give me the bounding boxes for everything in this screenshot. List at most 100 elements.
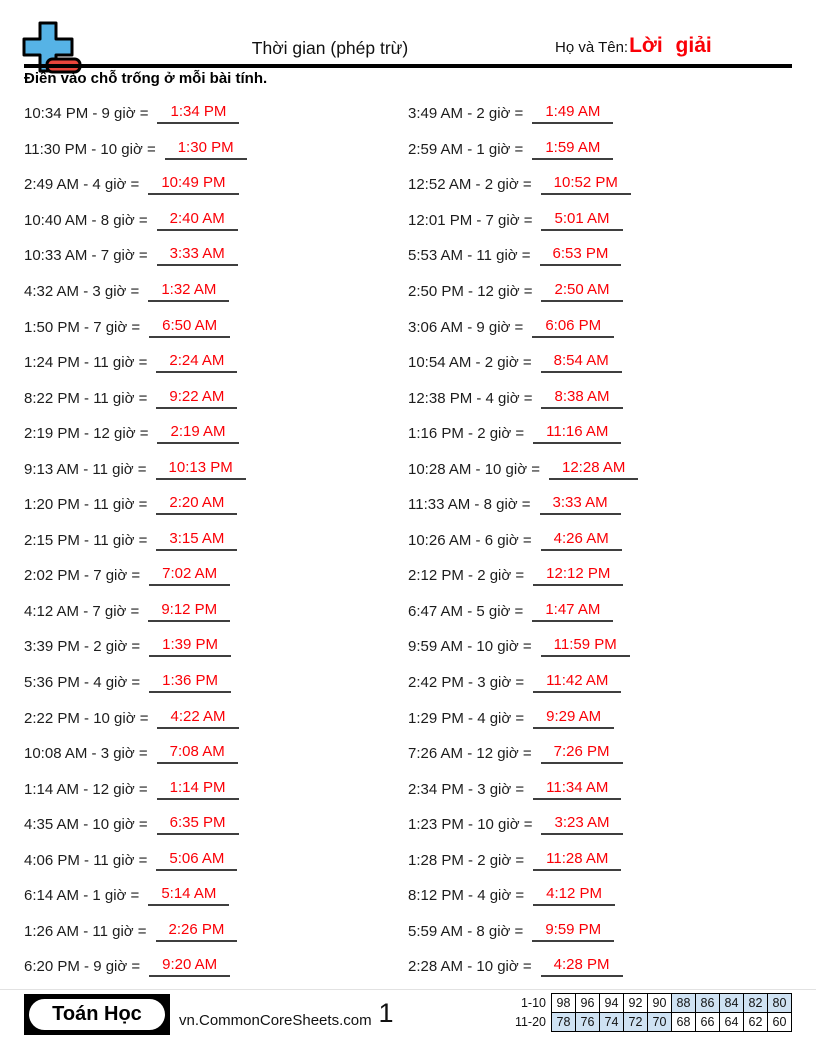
- problem-row: 5:53 AM - 11 giờ = 6:53 PM: [408, 238, 792, 274]
- problem-row: 12:52 AM - 2 giờ = 10:52 PM: [408, 167, 792, 203]
- problem-row: 2:42 PM - 3 giờ = 11:42 AM: [408, 665, 792, 701]
- answer-text: 3:23 AM: [541, 814, 623, 836]
- answer-text: 6:53 PM: [539, 245, 622, 267]
- subject-badge: Toán Học: [24, 994, 170, 1035]
- problem-text: 8:22 PM - 11 giờ =: [24, 389, 148, 407]
- problem-row: 1:14 AM - 12 giờ = 1:14 PM: [24, 771, 396, 807]
- answer-text: 1:34 PM: [157, 103, 240, 125]
- problem-row: 8:22 PM - 11 giờ = 9:22 AM: [24, 380, 396, 416]
- problem-row: 1:16 PM - 2 giờ = 11:16 AM: [408, 416, 792, 452]
- problem-text: 2:12 PM - 2 giờ =: [408, 567, 525, 585]
- problem-text: 3:39 PM - 2 giờ =: [24, 638, 141, 656]
- score-cell: 70: [647, 1012, 672, 1032]
- problem-row: 10:54 AM - 2 giờ = 8:54 AM: [408, 345, 792, 381]
- problem-text: 11:33 AM - 8 giờ =: [408, 496, 531, 514]
- problem-text: 11:30 PM - 10 giờ =: [24, 140, 156, 158]
- problem-row: 11:33 AM - 8 giờ = 3:33 AM: [408, 487, 792, 523]
- problem-text: 10:34 PM - 9 giờ =: [24, 105, 149, 123]
- problem-row: 2:50 PM - 12 giờ = 2:50 AM: [408, 274, 792, 310]
- problem-text: 2:02 PM - 7 giờ =: [24, 567, 141, 585]
- answer-text: 1:39 PM: [149, 636, 232, 658]
- problem-row: 5:59 AM - 8 giờ = 9:59 PM: [408, 914, 792, 950]
- problem-text: 10:26 AM - 6 giờ =: [408, 531, 532, 549]
- answer-text: 11:28 AM: [533, 850, 622, 871]
- answer-text: 9:12 PM: [148, 601, 231, 622]
- answer-text: 7:26 PM: [540, 743, 623, 765]
- answer-text: 5:01 AM: [541, 210, 623, 231]
- problem-row: 4:32 AM - 3 giờ = 1:32 AM: [24, 274, 396, 310]
- answer-text: 10:13 PM: [155, 459, 246, 480]
- score-cell: 72: [623, 1012, 648, 1032]
- answer-text: 3:33 AM: [539, 494, 621, 516]
- problem-row: 5:36 PM - 4 giờ = 1:36 PM: [24, 665, 396, 701]
- problem-text: 3:06 AM - 9 giờ =: [408, 318, 524, 336]
- score-cell: 78: [551, 1012, 576, 1032]
- answer-text: 2:20 AM: [156, 494, 238, 516]
- answer-text: 11:16 AM: [533, 423, 622, 445]
- problem-text: 1:26 AM - 11 giờ =: [24, 922, 147, 940]
- answer-text: 4:22 AM: [157, 708, 239, 729]
- problem-text: 2:59 AM - 1 giờ =: [408, 140, 524, 158]
- problem-row: 2:12 PM - 2 giờ = 12:12 PM: [408, 558, 792, 594]
- answer-text: 6:35 PM: [156, 814, 239, 836]
- problem-text: 4:35 AM - 10 giờ =: [24, 816, 148, 834]
- score-cell: 84: [719, 993, 744, 1013]
- problem-row: 9:59 AM - 10 giờ = 11:59 PM: [408, 629, 792, 665]
- problem-row: 1:24 PM - 11 giờ = 2:24 AM: [24, 345, 396, 381]
- problem-row: 1:20 PM - 11 giờ = 2:20 AM: [24, 487, 396, 523]
- problem-row: 4:35 AM - 10 giờ = 6:35 PM: [24, 807, 396, 843]
- answer-text: 11:34 AM: [533, 779, 622, 800]
- answer-text: 8:54 AM: [540, 352, 622, 374]
- problem-text: 3:49 AM - 2 giờ =: [408, 105, 524, 123]
- footer-separator: [0, 989, 816, 990]
- problem-row: 10:08 AM - 3 giờ = 7:08 AM: [24, 736, 396, 772]
- problem-text: 1:20 PM - 11 giờ =: [24, 496, 148, 514]
- problem-row: 2:02 PM - 7 giờ = 7:02 AM: [24, 558, 396, 594]
- problem-text: 1:28 PM - 2 giờ =: [408, 851, 525, 869]
- answer-text: 9:20 AM: [149, 956, 231, 978]
- answer-text: 4:28 PM: [540, 956, 623, 978]
- score-cell: 64: [719, 1012, 744, 1032]
- problem-row: 11:30 PM - 10 giờ = 1:30 PM: [24, 132, 396, 168]
- problem-text: 9:13 AM - 11 giờ =: [24, 460, 147, 478]
- problem-row: 1:23 PM - 10 giờ = 3:23 AM: [408, 807, 792, 843]
- subject-badge-label: Toán Học: [52, 1003, 142, 1025]
- problem-row: 2:34 PM - 3 giờ = 11:34 AM: [408, 771, 792, 807]
- problem-text: 2:50 PM - 12 giờ =: [408, 283, 533, 300]
- answer-text: 12:28 AM: [549, 459, 639, 480]
- site-url: vn.CommonCoreSheets.com: [179, 1012, 372, 1029]
- problem-row: 10:28 AM - 10 giờ = 12:28 AM: [408, 451, 792, 487]
- problem-text: 4:12 AM - 7 giờ =: [24, 602, 140, 620]
- problem-text: 10:40 AM - 8 giờ =: [24, 211, 148, 229]
- problem-row: 1:26 AM - 11 giờ = 2:26 PM: [24, 914, 396, 950]
- answer-text: 10:52 PM: [540, 174, 631, 196]
- score-cell: 98: [551, 993, 576, 1013]
- problem-text: 2:15 PM - 11 giờ =: [24, 531, 148, 549]
- subject-badge-pill: Toán Học: [29, 999, 165, 1030]
- problem-row: 12:38 PM - 4 giờ = 8:38 AM: [408, 380, 792, 416]
- answer-text: 1:49 AM: [532, 103, 614, 125]
- problem-row: 1:29 PM - 4 giờ = 9:29 AM: [408, 700, 792, 736]
- problem-row: 1:50 PM - 7 giờ = 6:50 AM: [24, 309, 396, 345]
- problem-text: 1:50 PM - 7 giờ =: [24, 318, 141, 336]
- score-row-label: 11-20: [514, 1015, 546, 1029]
- name-block: Họ và Tên: Lời giải: [555, 34, 712, 58]
- answer-text: 1:30 PM: [164, 139, 247, 160]
- problem-row: 8:12 PM - 4 giờ = 4:12 PM: [408, 878, 792, 914]
- problem-text: 4:32 AM - 3 giờ =: [24, 283, 140, 300]
- problem-text: 1:14 AM - 12 giờ =: [24, 780, 148, 798]
- problem-text: 5:59 AM - 8 giờ =: [408, 922, 524, 940]
- problem-text: 1:23 PM - 10 giờ =: [408, 816, 533, 834]
- plus-minus-logo-icon: [22, 21, 82, 74]
- instruction-text: Điền vào chỗ trống ở mỗi bài tính.: [24, 70, 268, 87]
- problems-column-left: 10:34 PM - 9 giờ = 1:34 PM 11:30 PM - 10 g…: [24, 96, 396, 985]
- problem-text: 10:54 AM - 2 giờ =: [408, 354, 532, 372]
- score-cell: 60: [767, 1012, 792, 1032]
- score-cell: 88: [671, 993, 696, 1013]
- answer-text: 9:59 PM: [532, 921, 615, 942]
- problem-text: 1:24 PM - 11 giờ =: [24, 354, 148, 372]
- answer-text: 2:24 AM: [156, 352, 238, 374]
- problem-row: 10:34 PM - 9 giờ = 1:34 PM: [24, 96, 396, 132]
- score-cell: 66: [695, 1012, 720, 1032]
- problem-row: 4:06 PM - 11 giờ = 5:06 AM: [24, 842, 396, 878]
